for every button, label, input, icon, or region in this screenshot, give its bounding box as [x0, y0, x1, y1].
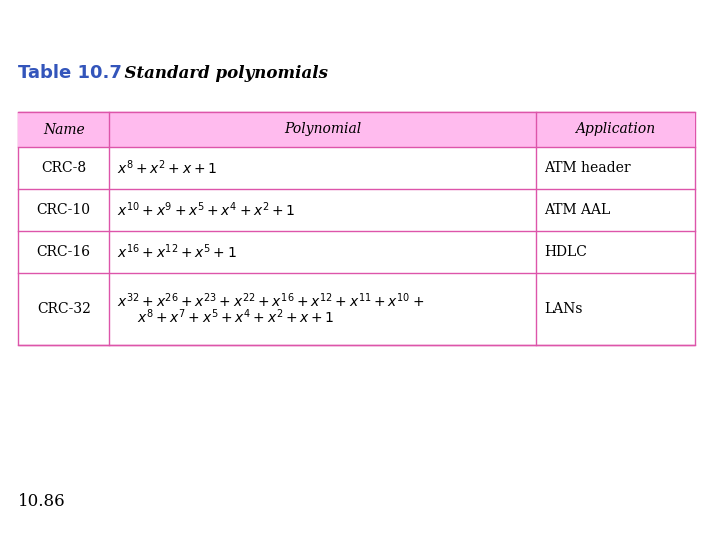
Text: Name: Name [42, 123, 84, 137]
Text: ATM AAL: ATM AAL [544, 203, 610, 217]
Text: $x^{8}+x^{7}+x^{5}+x^{4}+x^{2}+x+1$: $x^{8}+x^{7}+x^{5}+x^{4}+x^{2}+x+1$ [138, 308, 335, 326]
Bar [18, 112, 695, 345]
Text: Application: Application [575, 123, 655, 137]
Text: 10.86: 10.86 [18, 493, 66, 510]
Text: CRC-32: CRC-32 [37, 302, 91, 316]
Text: Standard polynomials: Standard polynomials [113, 65, 328, 82]
Text: $x^{16}+x^{12}+x^{5}+1$: $x^{16}+x^{12}+x^{5}+1$ [117, 242, 237, 261]
Text: $x^{10}+x^{9}+x^{5}+x^{4}+x^{2}+1$: $x^{10}+x^{9}+x^{5}+x^{4}+x^{2}+1$ [117, 201, 296, 219]
Text: Polynomial: Polynomial [284, 123, 361, 137]
Text: Table 10.7: Table 10.7 [18, 64, 122, 82]
Text: $x^{8}+x^{2}+x+1$: $x^{8}+x^{2}+x+1$ [117, 159, 217, 177]
Text: LANs: LANs [544, 302, 582, 316]
Text: $x^{32}+x^{26}+x^{23}+x^{22}+x^{16}+x^{12}+x^{11}+x^{10}+$: $x^{32}+x^{26}+x^{23}+x^{22}+x^{16}+x^{1… [117, 292, 425, 310]
Bar [18, 112, 695, 147]
Text: ATM header: ATM header [544, 161, 631, 175]
Text: HDLC: HDLC [544, 245, 587, 259]
Text: CRC-10: CRC-10 [37, 203, 91, 217]
Text: CRC-16: CRC-16 [37, 245, 91, 259]
Text: CRC-8: CRC-8 [41, 161, 86, 175]
